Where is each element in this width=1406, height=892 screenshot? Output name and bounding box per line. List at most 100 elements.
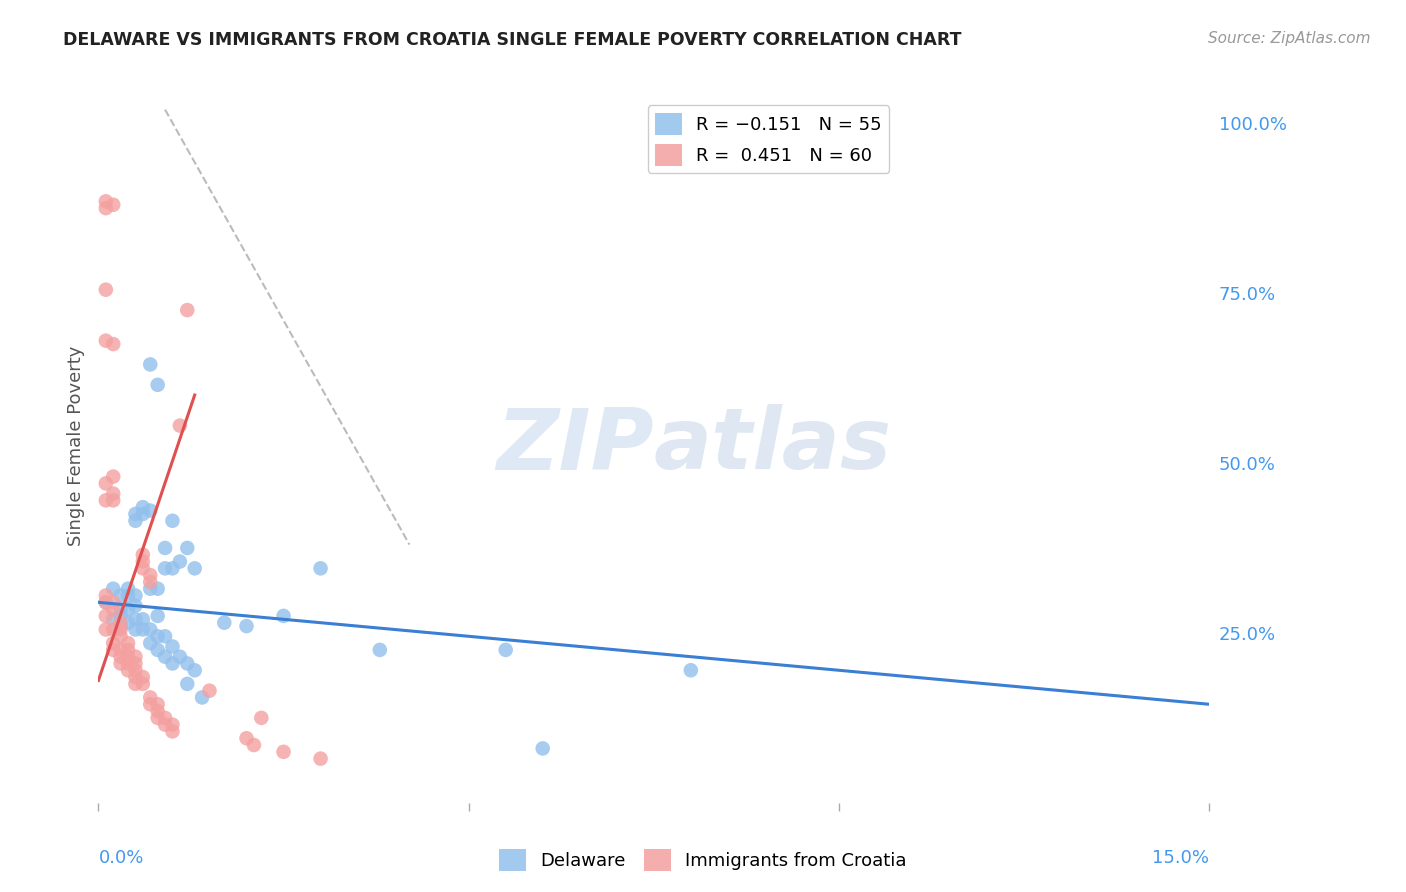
Point bbox=[124, 507, 146, 521]
Point bbox=[94, 283, 117, 297]
Point bbox=[235, 619, 257, 633]
Point bbox=[124, 599, 146, 613]
Point bbox=[132, 507, 155, 521]
Point bbox=[103, 636, 125, 650]
Point bbox=[214, 615, 236, 630]
Point bbox=[146, 643, 169, 657]
Point bbox=[176, 677, 198, 691]
Point bbox=[146, 377, 169, 392]
Point bbox=[169, 649, 191, 664]
Point bbox=[183, 663, 205, 677]
Point bbox=[191, 690, 214, 705]
Point bbox=[235, 731, 257, 746]
Point bbox=[103, 602, 125, 616]
Point bbox=[94, 589, 117, 603]
Y-axis label: Single Female Poverty: Single Female Poverty bbox=[66, 346, 84, 546]
Point bbox=[273, 608, 295, 623]
Point bbox=[132, 623, 155, 637]
Point bbox=[495, 643, 517, 657]
Point bbox=[94, 595, 117, 609]
Point bbox=[162, 724, 184, 739]
Point bbox=[250, 711, 273, 725]
Point bbox=[153, 717, 176, 731]
Text: DELAWARE VS IMMIGRANTS FROM CROATIA SINGLE FEMALE POVERTY CORRELATION CHART: DELAWARE VS IMMIGRANTS FROM CROATIA SING… bbox=[63, 31, 962, 49]
Point bbox=[117, 582, 139, 596]
Point bbox=[146, 582, 169, 596]
Text: ZIP: ZIP bbox=[496, 404, 654, 488]
Point bbox=[132, 677, 155, 691]
Point bbox=[183, 561, 205, 575]
Point bbox=[94, 608, 117, 623]
Point bbox=[146, 698, 169, 712]
Point bbox=[124, 663, 146, 677]
Point bbox=[139, 636, 162, 650]
Point bbox=[94, 201, 117, 215]
Point bbox=[103, 612, 125, 626]
Point bbox=[531, 741, 554, 756]
Point bbox=[103, 486, 125, 500]
Point bbox=[146, 711, 169, 725]
Point bbox=[124, 657, 146, 671]
Point bbox=[94, 595, 117, 609]
Point bbox=[139, 690, 162, 705]
Point bbox=[94, 334, 117, 348]
Point bbox=[124, 612, 146, 626]
Point bbox=[139, 582, 162, 596]
Point bbox=[124, 677, 146, 691]
Point bbox=[117, 657, 139, 671]
Point bbox=[132, 612, 155, 626]
Point bbox=[124, 514, 146, 528]
Point bbox=[110, 629, 132, 643]
Point bbox=[103, 337, 125, 351]
Text: 15.0%: 15.0% bbox=[1152, 849, 1209, 867]
Point bbox=[94, 493, 117, 508]
Point bbox=[124, 649, 146, 664]
Point bbox=[139, 623, 162, 637]
Point bbox=[110, 619, 132, 633]
Point bbox=[110, 608, 132, 623]
Point bbox=[146, 629, 169, 643]
Point bbox=[110, 602, 132, 616]
Point bbox=[139, 358, 162, 372]
Legend: Delaware, Immigrants from Croatia: Delaware, Immigrants from Croatia bbox=[492, 842, 914, 879]
Point bbox=[153, 711, 176, 725]
Point bbox=[146, 608, 169, 623]
Point bbox=[110, 589, 132, 603]
Point bbox=[309, 751, 332, 765]
Point bbox=[110, 657, 132, 671]
Point bbox=[110, 623, 132, 637]
Point bbox=[146, 704, 169, 718]
Text: atlas: atlas bbox=[654, 404, 891, 488]
Point bbox=[110, 615, 132, 630]
Point bbox=[132, 670, 155, 684]
Point bbox=[162, 657, 184, 671]
Point bbox=[132, 500, 155, 515]
Point bbox=[139, 574, 162, 589]
Point bbox=[132, 548, 155, 562]
Point bbox=[176, 303, 198, 318]
Point bbox=[117, 636, 139, 650]
Point bbox=[110, 649, 132, 664]
Point bbox=[103, 623, 125, 637]
Point bbox=[103, 582, 125, 596]
Point bbox=[110, 643, 132, 657]
Point bbox=[153, 649, 176, 664]
Point bbox=[124, 623, 146, 637]
Point bbox=[117, 663, 139, 677]
Point bbox=[117, 589, 139, 603]
Point bbox=[139, 698, 162, 712]
Point bbox=[103, 493, 125, 508]
Point bbox=[117, 602, 139, 616]
Point bbox=[153, 541, 176, 555]
Point bbox=[103, 643, 125, 657]
Point bbox=[162, 640, 184, 654]
Point bbox=[94, 194, 117, 209]
Point bbox=[132, 555, 155, 569]
Point bbox=[124, 589, 146, 603]
Point bbox=[139, 568, 162, 582]
Point bbox=[94, 476, 117, 491]
Point bbox=[103, 595, 125, 609]
Point bbox=[103, 198, 125, 212]
Point bbox=[176, 657, 198, 671]
Point bbox=[162, 561, 184, 575]
